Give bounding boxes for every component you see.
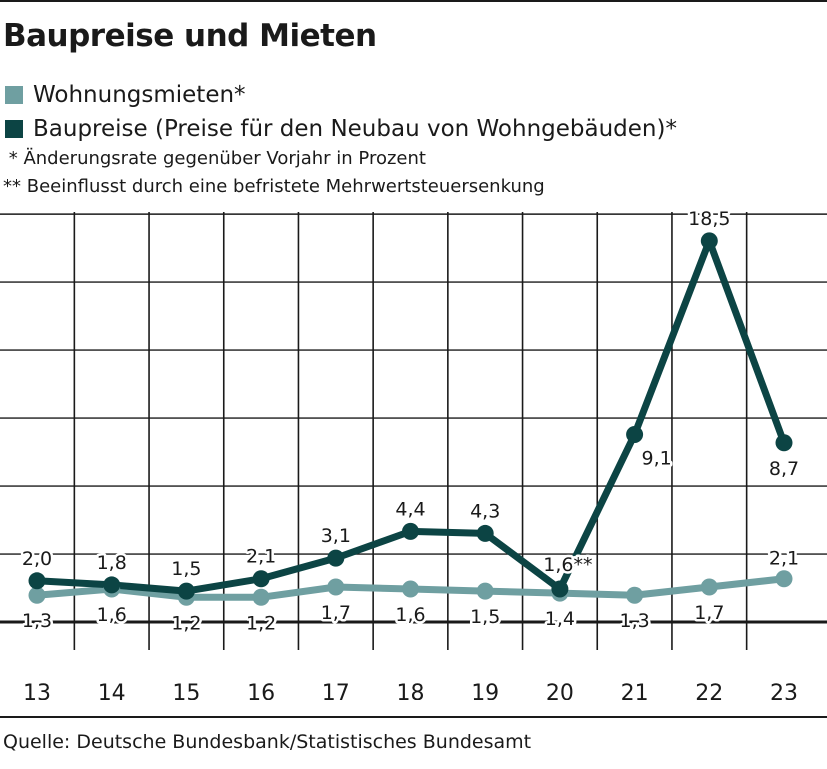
grid	[0, 212, 827, 650]
data-label: 18,5	[688, 208, 730, 230]
data-label: 1,6**	[543, 554, 592, 576]
data-point	[700, 232, 718, 250]
data-label: 2,1	[769, 548, 799, 570]
x-tick-label: 16	[247, 681, 275, 700]
data-label: 1,5	[470, 606, 500, 628]
data-point	[252, 588, 270, 606]
data-label: 4,3	[470, 500, 500, 522]
data-label: 2,0	[22, 548, 52, 570]
data-point	[402, 522, 419, 540]
data-label: 4,4	[395, 498, 425, 520]
chart-title: Baupreise und Mieten	[3, 18, 377, 54]
x-tick-label: 18	[397, 681, 425, 700]
data-label: 1,3	[22, 610, 52, 632]
data-label: 8,7	[769, 458, 799, 480]
data-label: 3,1	[321, 525, 351, 547]
data-point	[775, 570, 793, 588]
legend-swatch-construction-prices	[5, 120, 23, 138]
data-label: 1,3	[619, 610, 649, 632]
data-point	[476, 524, 494, 542]
x-tick-label: 13	[23, 681, 51, 700]
x-tick-label: 17	[322, 681, 350, 700]
data-point	[177, 582, 195, 600]
x-tick-label: 14	[98, 681, 126, 700]
line-chart: 1,3 1,6 1,2 1,2 1,7 1,6 1,5 1,4 1,3 1,7 2,1 2,0 1,8 1…	[0, 205, 827, 700]
data-label: 1,6	[395, 604, 425, 626]
legend: Wohnungsmieten* Baupreise (Preise für de…	[3, 78, 677, 146]
data-label: 1,6	[97, 604, 127, 626]
data-point	[103, 576, 121, 594]
data-point	[700, 578, 718, 596]
data-labels: 1,3 1,6 1,2 1,2 1,7 1,6 1,5 1,4 1,3 1,7 2,1 2,0 1,8 1…	[19, 205, 801, 636]
legend-label-rents: Wohnungsmieten*	[33, 82, 246, 108]
data-point	[476, 582, 494, 600]
data-point	[28, 586, 46, 604]
data-point	[626, 586, 644, 604]
data-label: 1,5	[171, 558, 201, 580]
data-point	[327, 549, 345, 567]
footnote-rate: * Änderungsrate gegenüber Vorjahr in Pro…	[3, 148, 426, 169]
data-label: 1,7	[321, 602, 351, 624]
data-point	[402, 580, 419, 598]
bottom-rule	[0, 716, 827, 718]
data-point	[327, 578, 345, 596]
footnote-vat: ** Beeinflusst durch eine befristete Meh…	[3, 176, 545, 197]
x-axis-ticks: 13 14 15 16 17 18 19 20 21 22 23	[23, 681, 798, 700]
legend-label-construction-prices: Baupreise (Preise für den Neubau von Woh…	[33, 116, 677, 142]
top-rule	[0, 0, 827, 2]
data-label: 9,1	[641, 448, 671, 470]
legend-swatch-rents	[5, 86, 23, 104]
data-point	[28, 572, 46, 590]
x-tick-label: 19	[471, 681, 499, 700]
data-label: 2,1	[246, 546, 276, 568]
legend-item-rents: Wohnungsmieten*	[3, 78, 677, 112]
data-label: 1,2	[171, 612, 201, 634]
x-tick-label: 21	[621, 681, 649, 700]
x-tick-label: 15	[172, 681, 200, 700]
data-point	[626, 426, 644, 444]
data-point	[551, 580, 569, 598]
data-label: 1,8	[97, 552, 127, 574]
legend-item-construction-prices: Baupreise (Preise für den Neubau von Woh…	[3, 112, 677, 146]
x-tick-label: 20	[546, 681, 574, 700]
source-note: Quelle: Deutsche Bundesbank/Statistische…	[3, 731, 532, 753]
data-label: 1,2	[246, 612, 276, 634]
x-tick-label: 23	[770, 681, 798, 700]
data-label: 1,4	[545, 608, 575, 630]
data-point	[775, 434, 793, 452]
data-label: 1,7	[694, 602, 724, 624]
series-points	[28, 232, 793, 606]
data-point	[252, 570, 270, 588]
x-tick-label: 22	[695, 681, 723, 700]
